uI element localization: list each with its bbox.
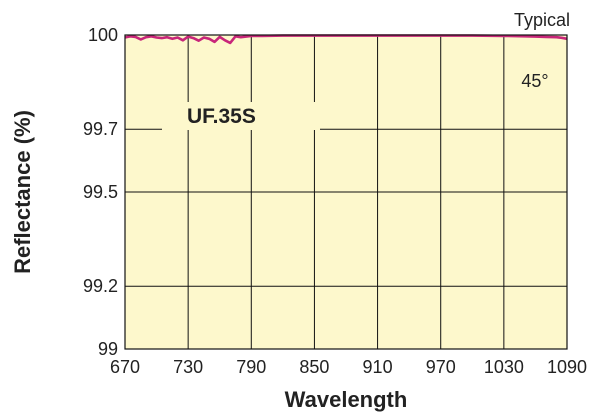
x-tick-label: 850 bbox=[299, 357, 329, 377]
series-group bbox=[124, 34, 568, 45]
plot-frame bbox=[124, 34, 568, 350]
x-tick-label: 910 bbox=[363, 357, 393, 377]
angle-label: 45° bbox=[521, 71, 548, 91]
x-tick-label: 730 bbox=[173, 357, 203, 377]
y-tick-label: 100 bbox=[88, 25, 118, 45]
x-tick-label: 1030 bbox=[484, 357, 524, 377]
x-tick-label: 970 bbox=[426, 357, 456, 377]
x-tick-label: 790 bbox=[236, 357, 266, 377]
x-axis-title: Wavelength bbox=[285, 387, 408, 412]
typical-note: Typical bbox=[514, 10, 570, 30]
y-tick-label: 99.7 bbox=[83, 119, 118, 139]
product-label-background bbox=[162, 102, 320, 130]
y-axis-title: Reflectance (%) bbox=[10, 110, 35, 274]
product-label: UF.35S bbox=[187, 105, 256, 128]
x-tick-label: 1090 bbox=[547, 357, 587, 377]
x-tick-label: 670 bbox=[110, 357, 140, 377]
tick-labels: 670 730 790 850 910 970 1030 1090 99 99.2 99.5 99.7… bbox=[83, 25, 587, 377]
y-tick-label: 99.5 bbox=[83, 182, 118, 202]
reflectance-series-line bbox=[124, 34, 568, 45]
y-tick-label: 99.2 bbox=[83, 276, 118, 296]
y-tick-label: 99 bbox=[98, 339, 118, 359]
